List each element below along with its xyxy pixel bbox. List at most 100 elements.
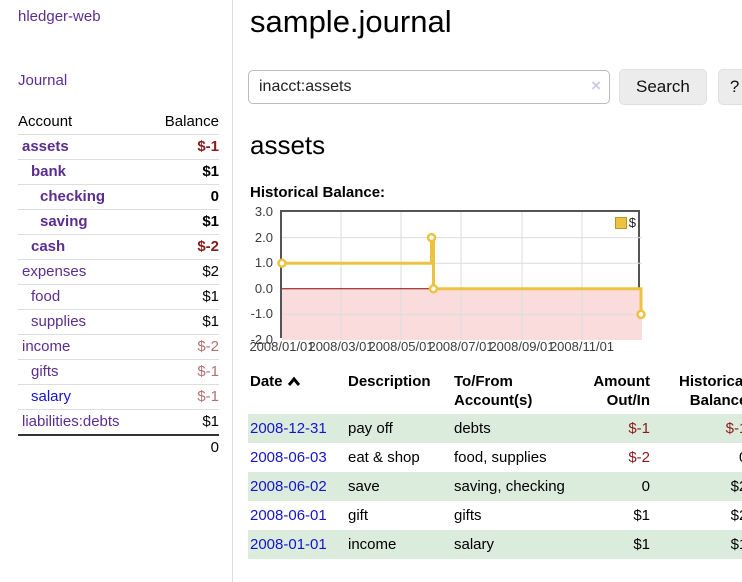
- x-tick-label: 2008/01/01: [249, 339, 315, 354]
- account-link-cash[interactable]: cash: [31, 238, 66, 255]
- transaction-date-link[interactable]: 2008-06-03: [250, 449, 327, 466]
- chart-section-label: Historical Balance:: [250, 184, 386, 201]
- register-header-amount: Amount Out/In: [570, 370, 654, 414]
- x-tick-label: 2008/11/01: [549, 339, 615, 354]
- main-panel: sample.journal × Search ? assets Histori…: [233, 0, 742, 582]
- brand-link[interactable]: hledger-web: [18, 8, 101, 25]
- account-balance: $-1: [149, 359, 219, 385]
- register-header-balance: Historical Balance: [654, 370, 742, 414]
- transaction-balance: $2: [654, 472, 742, 501]
- search-input[interactable]: [248, 70, 610, 104]
- register-table: Date Description To/From Account(s) Amou…: [248, 370, 742, 559]
- transaction-date-link[interactable]: 2008-12-31: [250, 420, 327, 437]
- account-row-saving: saving $1: [18, 209, 219, 235]
- register-row[interactable]: 2008-06-02 save saving, checking 0 $2: [248, 472, 742, 501]
- accounts-total-value: 0: [149, 434, 219, 460]
- search-form: × Search ?: [248, 69, 742, 105]
- account-row-food: food $1: [18, 284, 219, 310]
- help-button[interactable]: ?: [717, 69, 742, 105]
- x-tick-label: 2008/07/01: [428, 339, 494, 354]
- amount-header-line1: Amount: [593, 373, 650, 390]
- historical-balance-chart: 3.0 2.0 1.0 0.0 -1.0 -2.0 $ 2008/01/01 2008/03…: [248, 204, 646, 355]
- account-balance: $1: [149, 209, 219, 235]
- transaction-accounts: food, supplies: [454, 449, 547, 466]
- page-title: sample.journal: [250, 4, 452, 39]
- x-tick-label: 2008/05/01: [368, 339, 434, 354]
- transaction-accounts: gifts: [454, 507, 482, 524]
- account-link-saving[interactable]: saving: [40, 213, 88, 230]
- account-link-bank[interactable]: bank: [31, 163, 67, 180]
- account-link-assets[interactable]: assets: [22, 138, 69, 155]
- balance-header-line2: Balance: [689, 392, 742, 409]
- register-header-row: Date Description To/From Account(s) Amou…: [248, 370, 742, 414]
- transaction-date-link[interactable]: 2008-01-01: [250, 536, 327, 553]
- chart-legend: $: [614, 215, 636, 230]
- date-header-label: Date: [250, 373, 283, 390]
- sidebar-item-journal[interactable]: Journal: [18, 72, 68, 89]
- account-balance: 0: [149, 184, 219, 210]
- accounts-header-line2: Account(s): [454, 392, 533, 409]
- transaction-description: pay off: [346, 414, 452, 443]
- transaction-amount: $1: [570, 530, 654, 559]
- account-link-expenses[interactable]: expenses: [22, 263, 87, 280]
- account-balance: $1: [149, 159, 219, 185]
- register-row[interactable]: 2008-01-01 income salary $1 $1: [248, 530, 742, 559]
- account-link-checking[interactable]: checking: [40, 188, 106, 205]
- transaction-balance: $1: [654, 530, 742, 559]
- accounts-table: Account Balance assets $-1 bank $1 check…: [18, 110, 219, 460]
- chart-plot-area[interactable]: $: [277, 210, 646, 340]
- account-row-bank: bank $1: [18, 159, 219, 185]
- chart-x-axis-labels: 2008/01/01 2008/03/01 2008/05/01 2008/07/01…: [249, 338, 642, 355]
- transaction-balance: $2: [730, 507, 742, 524]
- sidebar: hledger-web Journal Account Balance asse…: [0, 0, 233, 582]
- register-row[interactable]: 2008-06-03 eat & shop food, supplies $-2…: [248, 443, 742, 472]
- y-tick-label: -1.0: [250, 306, 273, 322]
- account-row-cash: cash $-2: [18, 234, 219, 260]
- register-header-description: Description: [348, 373, 431, 390]
- y-tick-label: 3.0: [254, 204, 273, 219]
- account-link-salary[interactable]: salary: [31, 388, 72, 405]
- transaction-amount: $1: [633, 507, 650, 524]
- transaction-amount: 0: [570, 472, 654, 501]
- transaction-description: eat & shop: [348, 449, 420, 466]
- account-row-checking: checking 0: [18, 184, 219, 210]
- account-balance: $-1: [149, 384, 219, 410]
- register-row[interactable]: 2008-06-01 gift gifts $1 $2: [248, 501, 742, 530]
- account-row-liabilities-debts: liabilities:debts $1: [18, 409, 219, 436]
- y-tick-label: 2.0: [254, 229, 273, 245]
- account-balance: $1: [149, 409, 219, 436]
- accounts-header-row: Account Balance: [18, 110, 219, 135]
- transaction-description: save: [346, 472, 452, 501]
- account-link-supplies[interactable]: supplies: [31, 313, 87, 330]
- transaction-accounts: saving, checking: [452, 472, 570, 501]
- amount-header-line2: Out/In: [606, 392, 650, 409]
- account-balance: $2: [149, 259, 219, 285]
- transaction-accounts: debts: [452, 414, 570, 443]
- transaction-date-link[interactable]: 2008-06-02: [250, 478, 327, 495]
- search-button[interactable]: Search: [619, 69, 707, 105]
- account-link-food[interactable]: food: [31, 288, 61, 305]
- register-header-date[interactable]: Date: [248, 370, 346, 414]
- account-row-expenses: expenses $2: [18, 259, 219, 285]
- account-row-assets: assets $-1: [18, 134, 219, 160]
- account-link-gifts[interactable]: gifts: [31, 363, 59, 380]
- account-row-supplies: supplies $1: [18, 309, 219, 335]
- clear-search-icon[interactable]: ×: [591, 76, 601, 95]
- x-tick-label: 2008/03/01: [308, 339, 374, 354]
- sort-ascending-icon: [287, 376, 300, 386]
- accounts-header-balance: Balance: [149, 110, 219, 135]
- account-link-liabilities-debts[interactable]: liabilities:debts: [22, 413, 120, 430]
- account-balance: $1: [149, 309, 219, 335]
- register-row[interactable]: 2008-12-31 pay off debts $-1 $-1: [248, 414, 742, 443]
- y-tick-label: 0.0: [254, 280, 273, 296]
- accounts-total-row: 0: [18, 434, 219, 460]
- y-tick-label: 1.0: [254, 255, 273, 271]
- transaction-balance: 0: [654, 443, 742, 472]
- transaction-amount: $-2: [628, 449, 650, 466]
- account-balance: $-1: [149, 134, 219, 160]
- account-link-income[interactable]: income: [22, 338, 71, 355]
- x-tick-label: 2008/09/01: [489, 339, 555, 354]
- transaction-date-link[interactable]: 2008-06-01: [250, 507, 327, 524]
- legend-label: $: [628, 215, 636, 230]
